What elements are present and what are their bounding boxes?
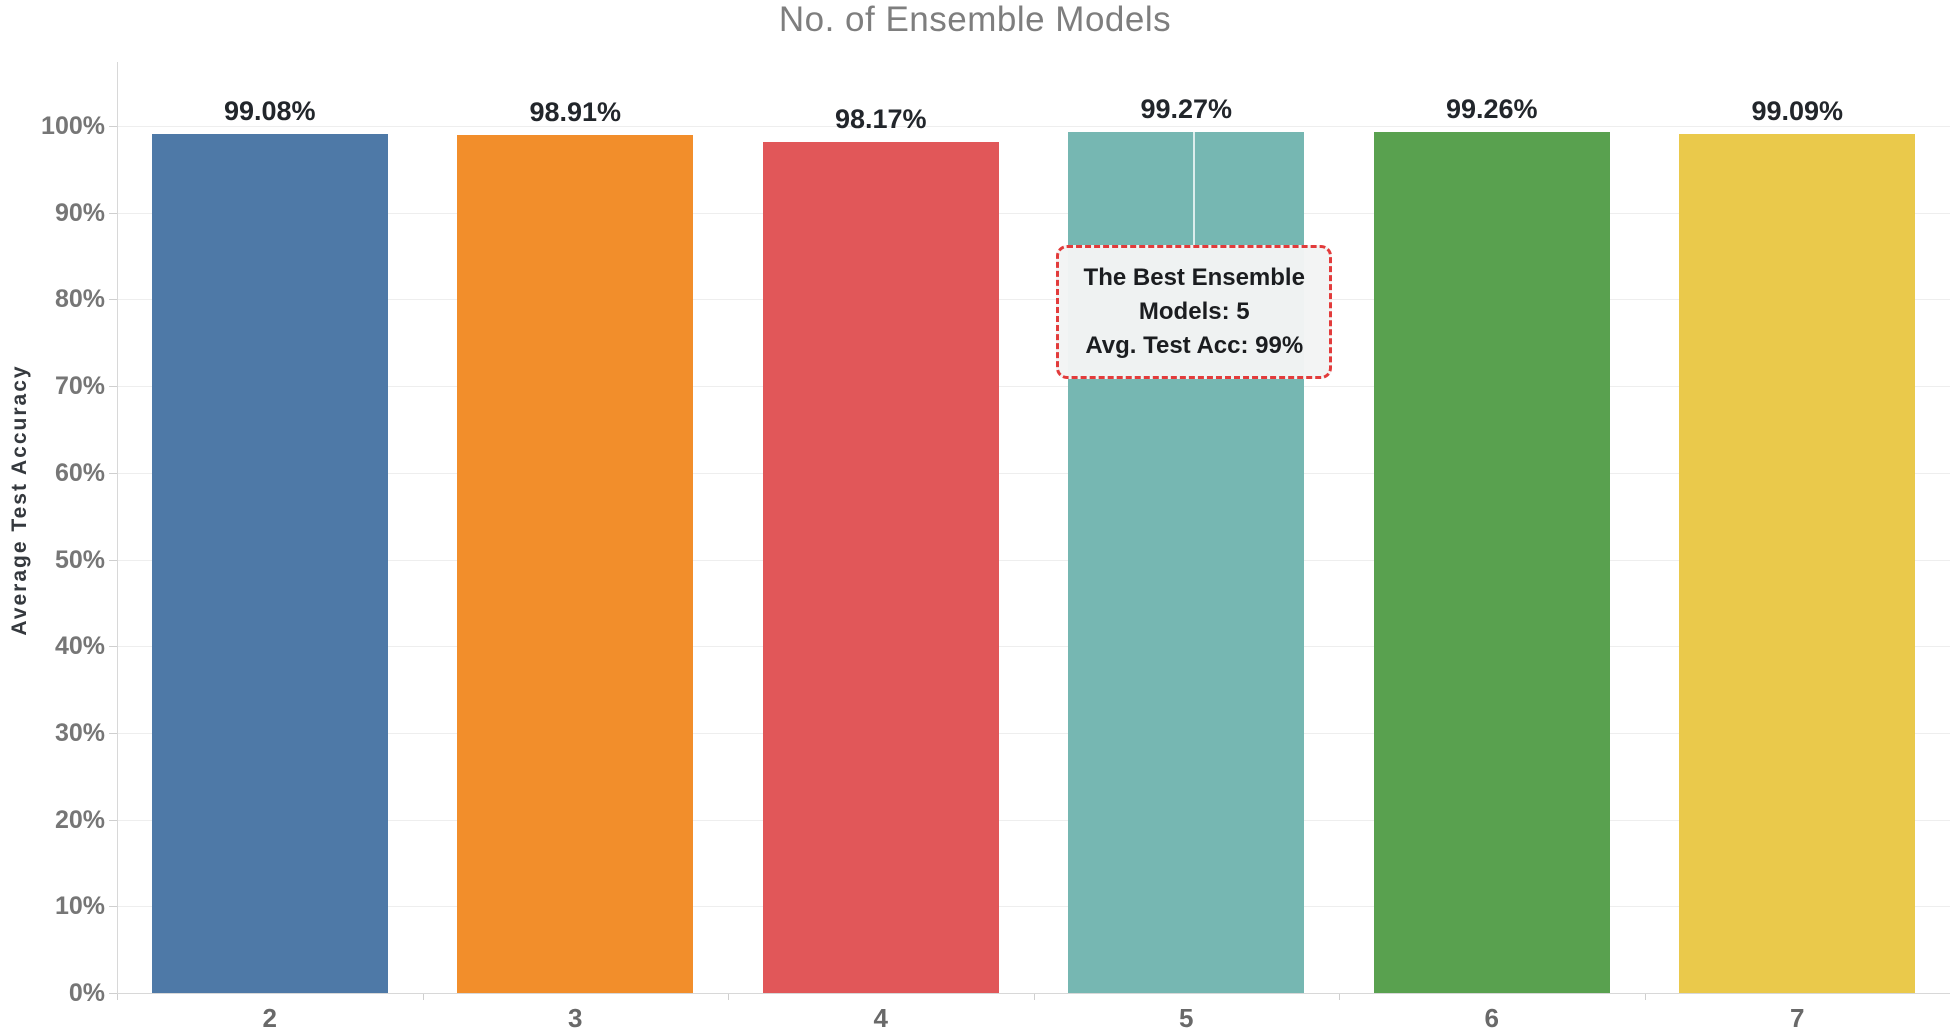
bar-4[interactable] <box>762 141 999 993</box>
y-tick <box>109 906 117 908</box>
x-tick <box>422 994 424 1000</box>
chart-title: No. of Ensemble Models <box>778 0 1172 39</box>
bar-value-label: 99.27% <box>1140 94 1233 125</box>
bar-value-label: 98.91% <box>529 97 622 128</box>
bar-value-label: 99.26% <box>1445 94 1538 125</box>
y-axis-title: Average Test Accuracy <box>8 364 31 636</box>
y-tick <box>109 386 117 388</box>
bar-value-label: 99.09% <box>1751 95 1844 126</box>
y-tick-label: 70% <box>54 372 105 401</box>
x-tick-label: 3 <box>568 1003 583 1033</box>
bar-3[interactable] <box>457 135 694 993</box>
bar-value-label: 99.08% <box>223 95 316 126</box>
y-tick-label: 100% <box>41 112 105 140</box>
gridline <box>117 819 1950 821</box>
bar-value-label: 98.17% <box>834 103 927 134</box>
y-tick <box>109 646 117 648</box>
gridline <box>117 906 1950 908</box>
y-axis-line <box>117 62 118 993</box>
gridline <box>117 299 1950 301</box>
y-tick-label: 80% <box>54 285 105 314</box>
annotation-connector-line <box>1193 132 1196 245</box>
y-tick-label: 20% <box>54 805 105 834</box>
y-tick <box>109 472 117 474</box>
x-tick-label: 7 <box>1790 1003 1805 1033</box>
x-tick <box>728 994 729 1000</box>
tooltip-line: Models: 5 <box>1138 298 1250 325</box>
gridline <box>117 472 1950 474</box>
x-tick <box>117 994 118 1000</box>
bar-7[interactable] <box>1679 133 1916 993</box>
y-tick <box>109 732 117 734</box>
bar-2[interactable] <box>151 133 388 993</box>
y-tick <box>109 819 117 821</box>
x-tick-label: 4 <box>873 1003 888 1033</box>
y-tick <box>109 212 117 214</box>
x-tick-label: 5 <box>1179 1003 1194 1033</box>
gridline <box>117 386 1950 388</box>
gridline <box>117 126 1950 127</box>
y-tick-label: 60% <box>54 458 105 487</box>
y-tick <box>109 993 117 994</box>
y-tick-label: 40% <box>54 632 105 661</box>
gridline <box>117 732 1950 734</box>
gridline <box>117 212 1950 214</box>
y-tick <box>109 126 117 127</box>
y-tick-label: 90% <box>54 198 105 227</box>
y-tick-label: 10% <box>54 892 105 921</box>
y-tick-label: 0% <box>68 979 105 1007</box>
x-tick <box>1339 994 1340 1000</box>
y-tick <box>109 299 117 301</box>
x-tick-label: 6 <box>1484 1003 1499 1033</box>
tooltip-line: Avg. Test Acc: 99% <box>1085 332 1304 359</box>
annotation-tooltip: The Best Ensemble Models: 5 Avg. Test Ac… <box>1056 245 1333 379</box>
bar-6[interactable] <box>1373 132 1610 993</box>
x-axis-line <box>117 993 1950 994</box>
gridline <box>117 646 1950 648</box>
x-tick-label: 2 <box>262 1003 277 1033</box>
x-tick <box>1644 994 1646 1000</box>
x-tick <box>1033 994 1035 1000</box>
tooltip-line: The Best Ensemble <box>1083 264 1305 291</box>
y-tick-label: 50% <box>54 545 105 574</box>
y-tick <box>109 559 117 561</box>
y-tick-label: 30% <box>54 718 105 747</box>
gridline <box>117 559 1950 561</box>
